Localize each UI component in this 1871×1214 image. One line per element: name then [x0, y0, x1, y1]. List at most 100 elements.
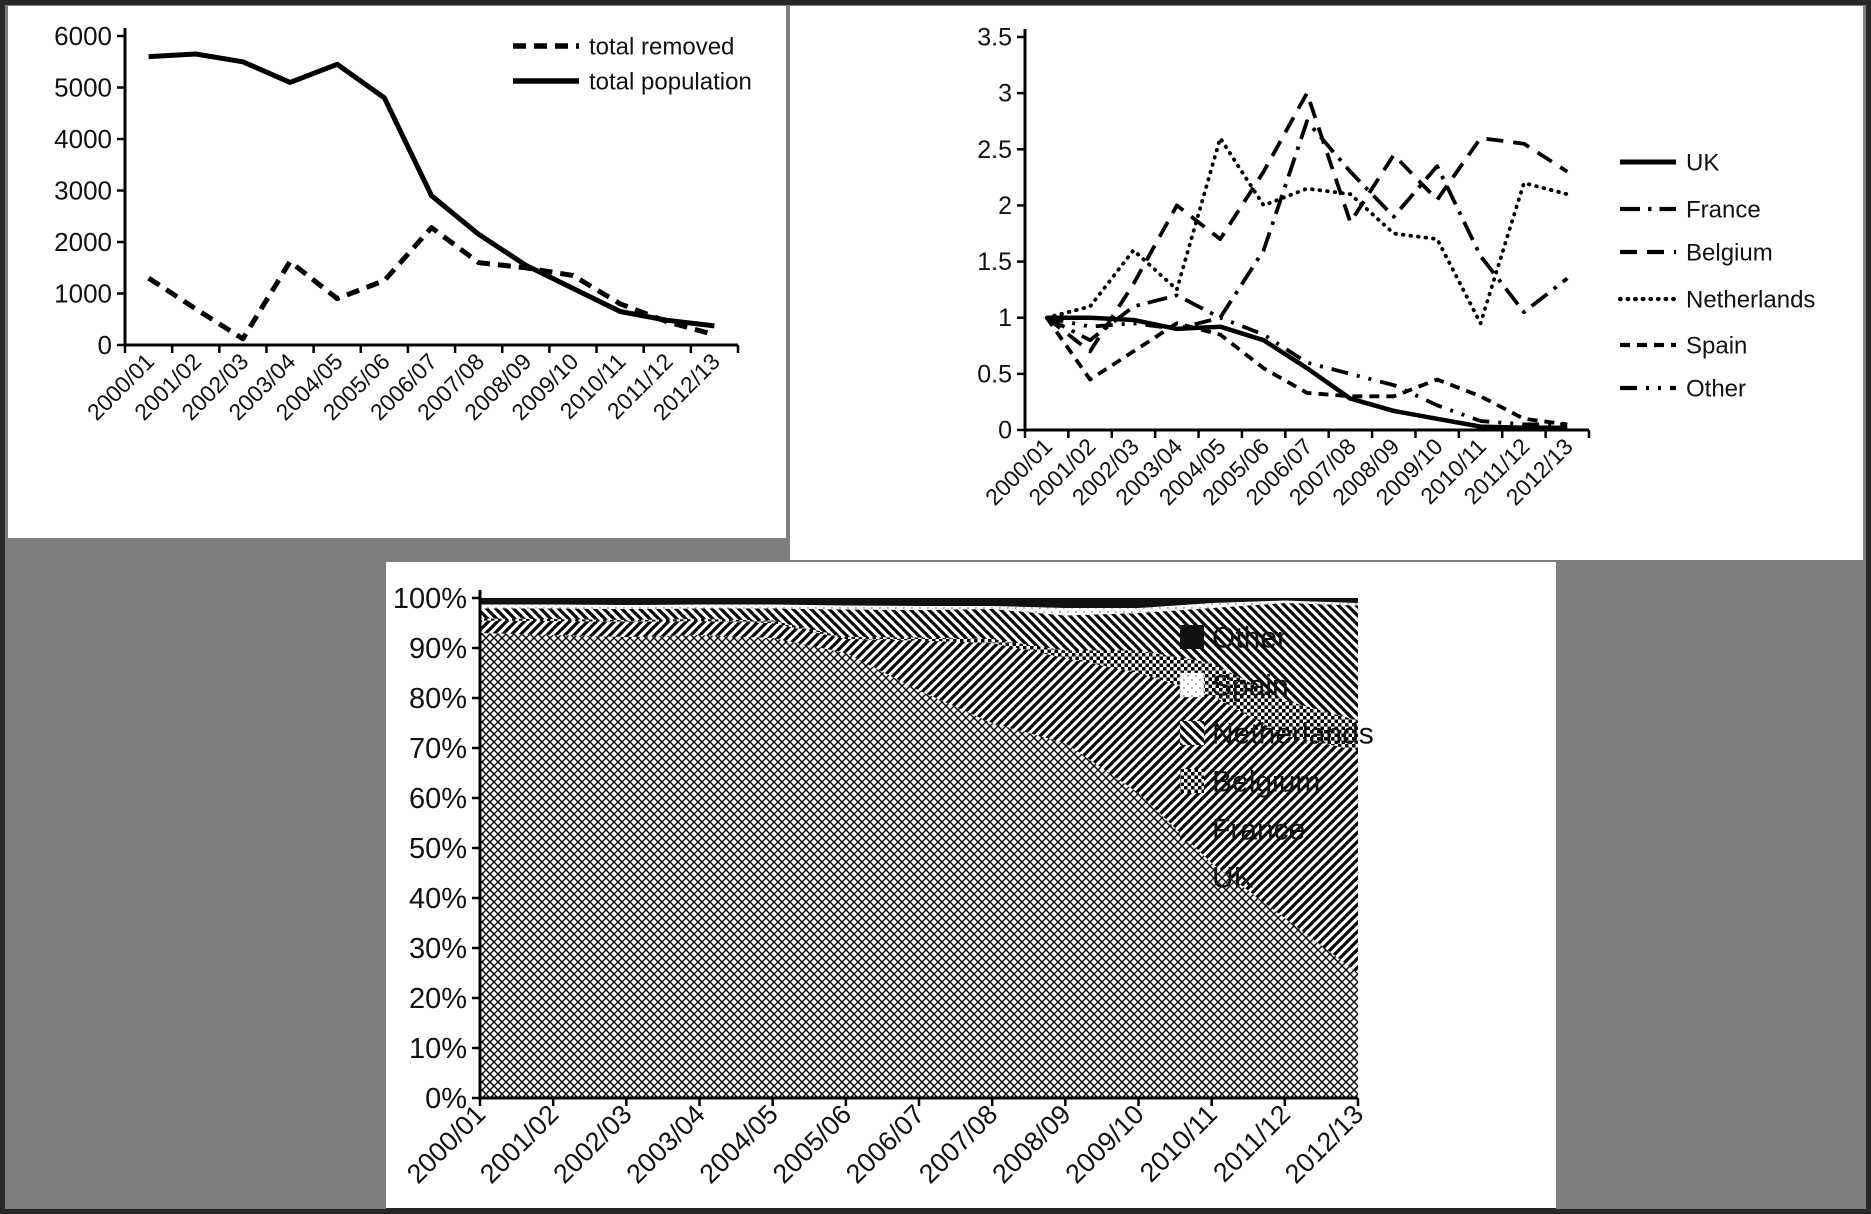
x-tick-label: 2011/12: [1207, 1099, 1296, 1188]
x-tick-label: 2009/10: [1060, 1099, 1150, 1189]
area-band-uk: [480, 633, 1358, 1098]
x-tick-label: 2008/09: [986, 1099, 1076, 1189]
x-tick-label: 2006/07: [840, 1099, 930, 1189]
svg-text:2005/06: 2005/06: [767, 1099, 857, 1189]
legend-patch-swatch: [1180, 817, 1204, 841]
panel-share-chart: 0% 10% 20% 30% 40% 50% 60% 70% 80% 90% 100% 2000/01…: [386, 562, 1556, 1210]
svg-text:2006/07: 2006/07: [840, 1099, 930, 1189]
area-band-spain: [480, 600, 1358, 616]
y-tick-label: 2000: [54, 227, 112, 257]
legend-item-belgium: Belgium: [1180, 766, 1320, 799]
legend-label: total population: [589, 68, 752, 95]
y-tick-label: 70%: [409, 733, 467, 765]
y-tick-label: 5000: [54, 72, 112, 102]
legend-item-uk: UK: [1620, 149, 1719, 176]
legend-label: Netherlands: [1686, 286, 1815, 313]
svg-text:2007/08: 2007/08: [913, 1099, 1003, 1189]
legend-patch-swatch: [1179, 672, 1205, 698]
series-line-france: [1045, 119, 1569, 343]
y-tick-label: 3: [998, 80, 1012, 108]
series-line-belgium: [1045, 91, 1569, 354]
legend-label: total removed: [589, 33, 734, 60]
svg-text:2004/05: 2004/05: [694, 1099, 784, 1189]
legend-label: Other: [1686, 375, 1746, 402]
svg-text:2012/13: 2012/13: [1279, 1099, 1369, 1189]
y-tick-label: 40%: [409, 883, 467, 915]
legend-item-spain: Spain: [1620, 332, 1747, 359]
area-band-france: [480, 620, 1358, 973]
legend-item-total-removed: total removed: [513, 33, 734, 60]
legend-label: Belgium: [1212, 766, 1320, 799]
legend-item-netherlands: Netherlands: [1180, 718, 1374, 751]
series-line-spain: [1045, 316, 1568, 427]
y-tick-label: 100%: [393, 583, 467, 615]
series-line-total-population: [148, 51, 715, 329]
legend-item-netherlands: Netherlands: [1617, 286, 1815, 313]
area-band-netherlands: [480, 603, 1358, 721]
y-tick-label: 60%: [409, 783, 467, 815]
svg-text:2003/04: 2003/04: [621, 1099, 711, 1189]
index-line-chart: 00.511.522.533.52000/012001/022002/03200…: [977, 24, 1815, 511]
y-tick-label: 80%: [409, 683, 467, 715]
legend-label: UK: [1686, 149, 1719, 176]
legend-item-spain: Spain: [1179, 670, 1289, 703]
series-line-uk: [1046, 315, 1568, 431]
series-line-other: [1046, 315, 1568, 427]
y-tick-label: 90%: [409, 633, 467, 665]
y-tick-label: 1000: [54, 278, 112, 308]
y-tick-label: 4000: [54, 124, 112, 154]
y-tick-label: 0.5: [977, 360, 1012, 388]
area-band-other: [480, 598, 1358, 608]
x-tick-label: 2003/04: [621, 1099, 711, 1189]
x-tick-label: 2012/13: [1279, 1099, 1369, 1189]
legend-patch-swatch: [1180, 625, 1204, 649]
y-tick-label: 50%: [409, 833, 467, 865]
svg-text:2011/12: 2011/12: [1207, 1099, 1296, 1188]
share-stacked-area-chart: 0%10%20%30%40%50%60%70%80%90%100%2000/01…: [393, 583, 1374, 1189]
x-tick-label: 2010/11: [1134, 1099, 1223, 1188]
population-line-chart: 01000200030004000500060002000/012001/022…: [54, 21, 752, 425]
legend-item-other: Other: [1180, 622, 1287, 655]
y-tick-label: 2: [998, 192, 1012, 220]
series-line-total-removed: [147, 225, 716, 342]
legend-item-belgium: Belgium: [1620, 239, 1773, 266]
y-tick-label: 10%: [409, 1033, 467, 1065]
y-tick-label: 1: [998, 304, 1012, 332]
y-tick-label: 0%: [425, 1083, 467, 1115]
y-tick-label: 3000: [54, 175, 112, 205]
legend-patch-swatch: [1180, 865, 1204, 889]
y-tick-label: 3.5: [977, 24, 1012, 52]
legend-patch-swatch: [1180, 721, 1204, 745]
legend-patch-swatch: [1180, 769, 1204, 793]
legend-label: Spain: [1212, 670, 1289, 703]
area-band-belgium: [480, 618, 1358, 751]
legend-item-france: France: [1180, 814, 1305, 847]
x-tick-label: 2004/05: [694, 1099, 784, 1189]
legend-item-france: France: [1620, 196, 1761, 223]
x-tick-label: 2002/03: [547, 1099, 637, 1189]
series-line-netherlands: [1044, 136, 1570, 326]
svg-text:2002/03: 2002/03: [547, 1099, 637, 1189]
svg-text:2008/09: 2008/09: [986, 1099, 1076, 1189]
y-tick-label: 20%: [409, 983, 467, 1015]
y-tick-label: 0: [998, 417, 1012, 445]
y-tick-label: 30%: [409, 933, 467, 965]
x-tick-label: 2007/08: [913, 1099, 1003, 1189]
legend-label: Belgium: [1686, 239, 1773, 266]
panel-index-chart: 0 0.5 1 1.5 2 2.5 3 3.5 2000/01 2001/02 2002/03 200…: [790, 6, 1863, 560]
x-tick-label: 2001/02: [474, 1099, 564, 1189]
legend-item-uk: UK: [1180, 862, 1254, 895]
y-tick-label: 2.5: [977, 136, 1012, 164]
legend-label: France: [1212, 814, 1305, 847]
legend-item-other: Other: [1620, 375, 1746, 402]
legend-label: France: [1686, 196, 1761, 223]
svg-text:2010/11: 2010/11: [1134, 1099, 1223, 1188]
y-tick-label: 6000: [54, 21, 112, 51]
legend-item-total-population: total population: [513, 68, 752, 95]
legend-label: Netherlands: [1212, 718, 1374, 751]
panel-population-chart: 0 1000 2000 3000 4000 5000 6000 2000/01 2001/02 2…: [8, 6, 786, 538]
x-tick-label: 2005/06: [767, 1099, 857, 1189]
legend-label: Spain: [1686, 332, 1747, 359]
svg-text:2001/02: 2001/02: [474, 1099, 564, 1189]
